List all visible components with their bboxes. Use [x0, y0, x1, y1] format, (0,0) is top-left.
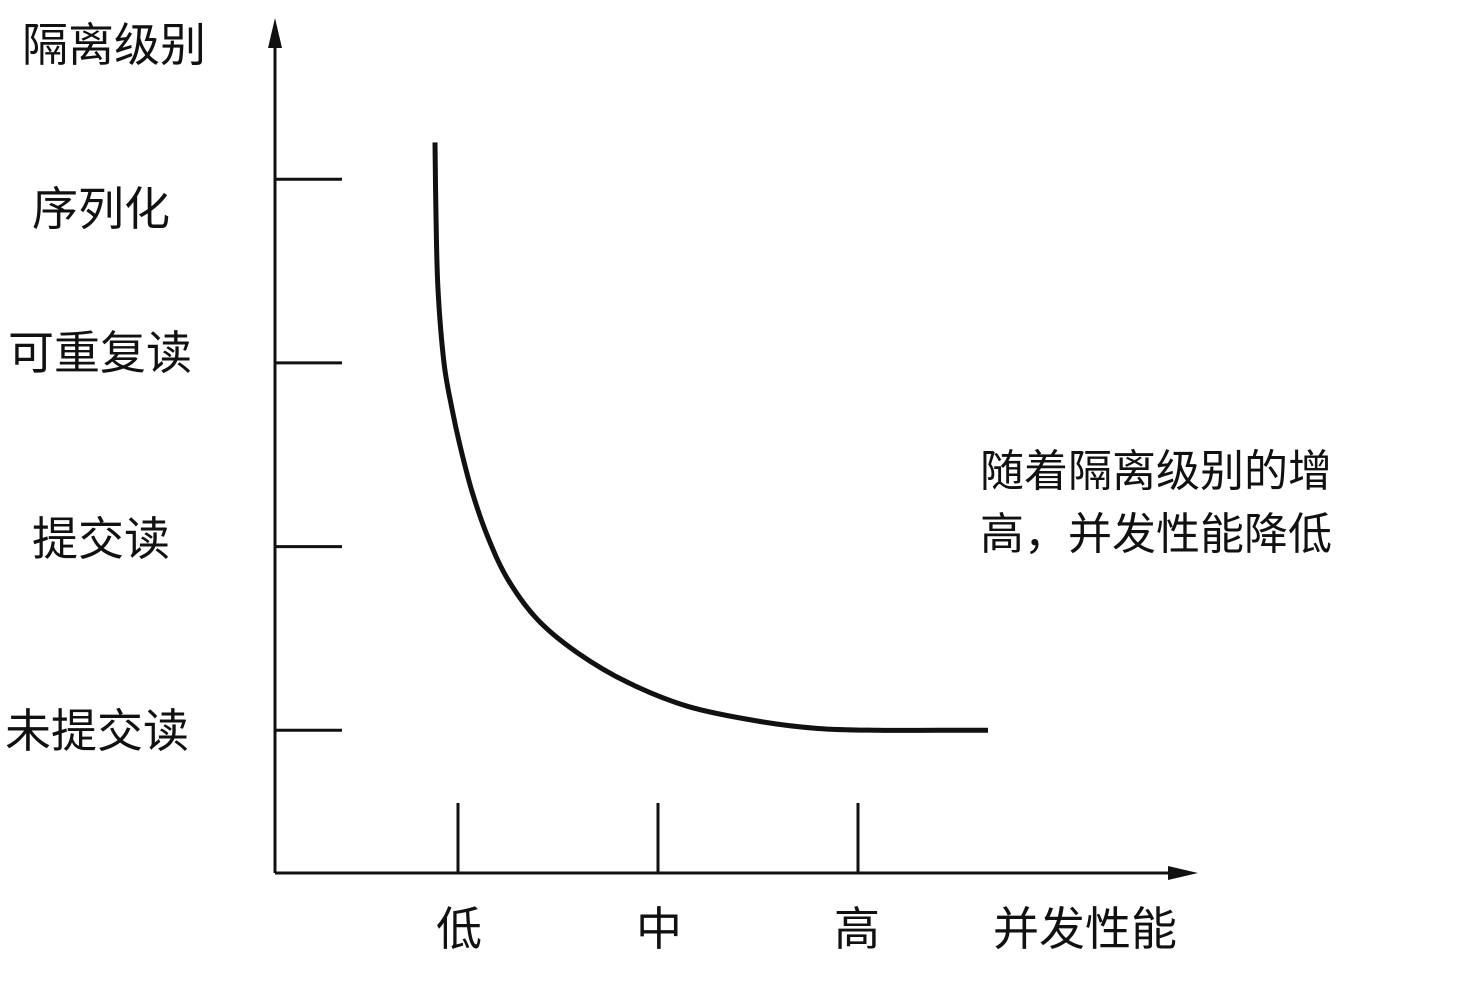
y-axis-arrow [268, 18, 282, 48]
x-axis-label: 并发性能 [993, 902, 1177, 956]
y-axis-label: 隔离级别 [22, 18, 206, 72]
x-tick-label: 中 [636, 902, 682, 956]
x-tick-label: 高 [834, 902, 880, 956]
annotation-line: 高，并发性能降低 [980, 509, 1332, 560]
x-axis-arrow [1168, 866, 1198, 880]
annotation: 随着隔离级别的增 高，并发性能降低 [980, 440, 1332, 566]
x-tick-label: 低 [436, 902, 482, 956]
isolation-vs-concurrency-curve [432, 142, 988, 733]
y-tick-label: 提交读 [32, 512, 170, 566]
y-tick-label: 未提交读 [5, 704, 189, 758]
y-tick-label: 序列化 [32, 182, 170, 236]
y-tick-label: 可重复读 [8, 326, 192, 380]
annotation-line: 随着隔离级别的增 [980, 446, 1332, 497]
